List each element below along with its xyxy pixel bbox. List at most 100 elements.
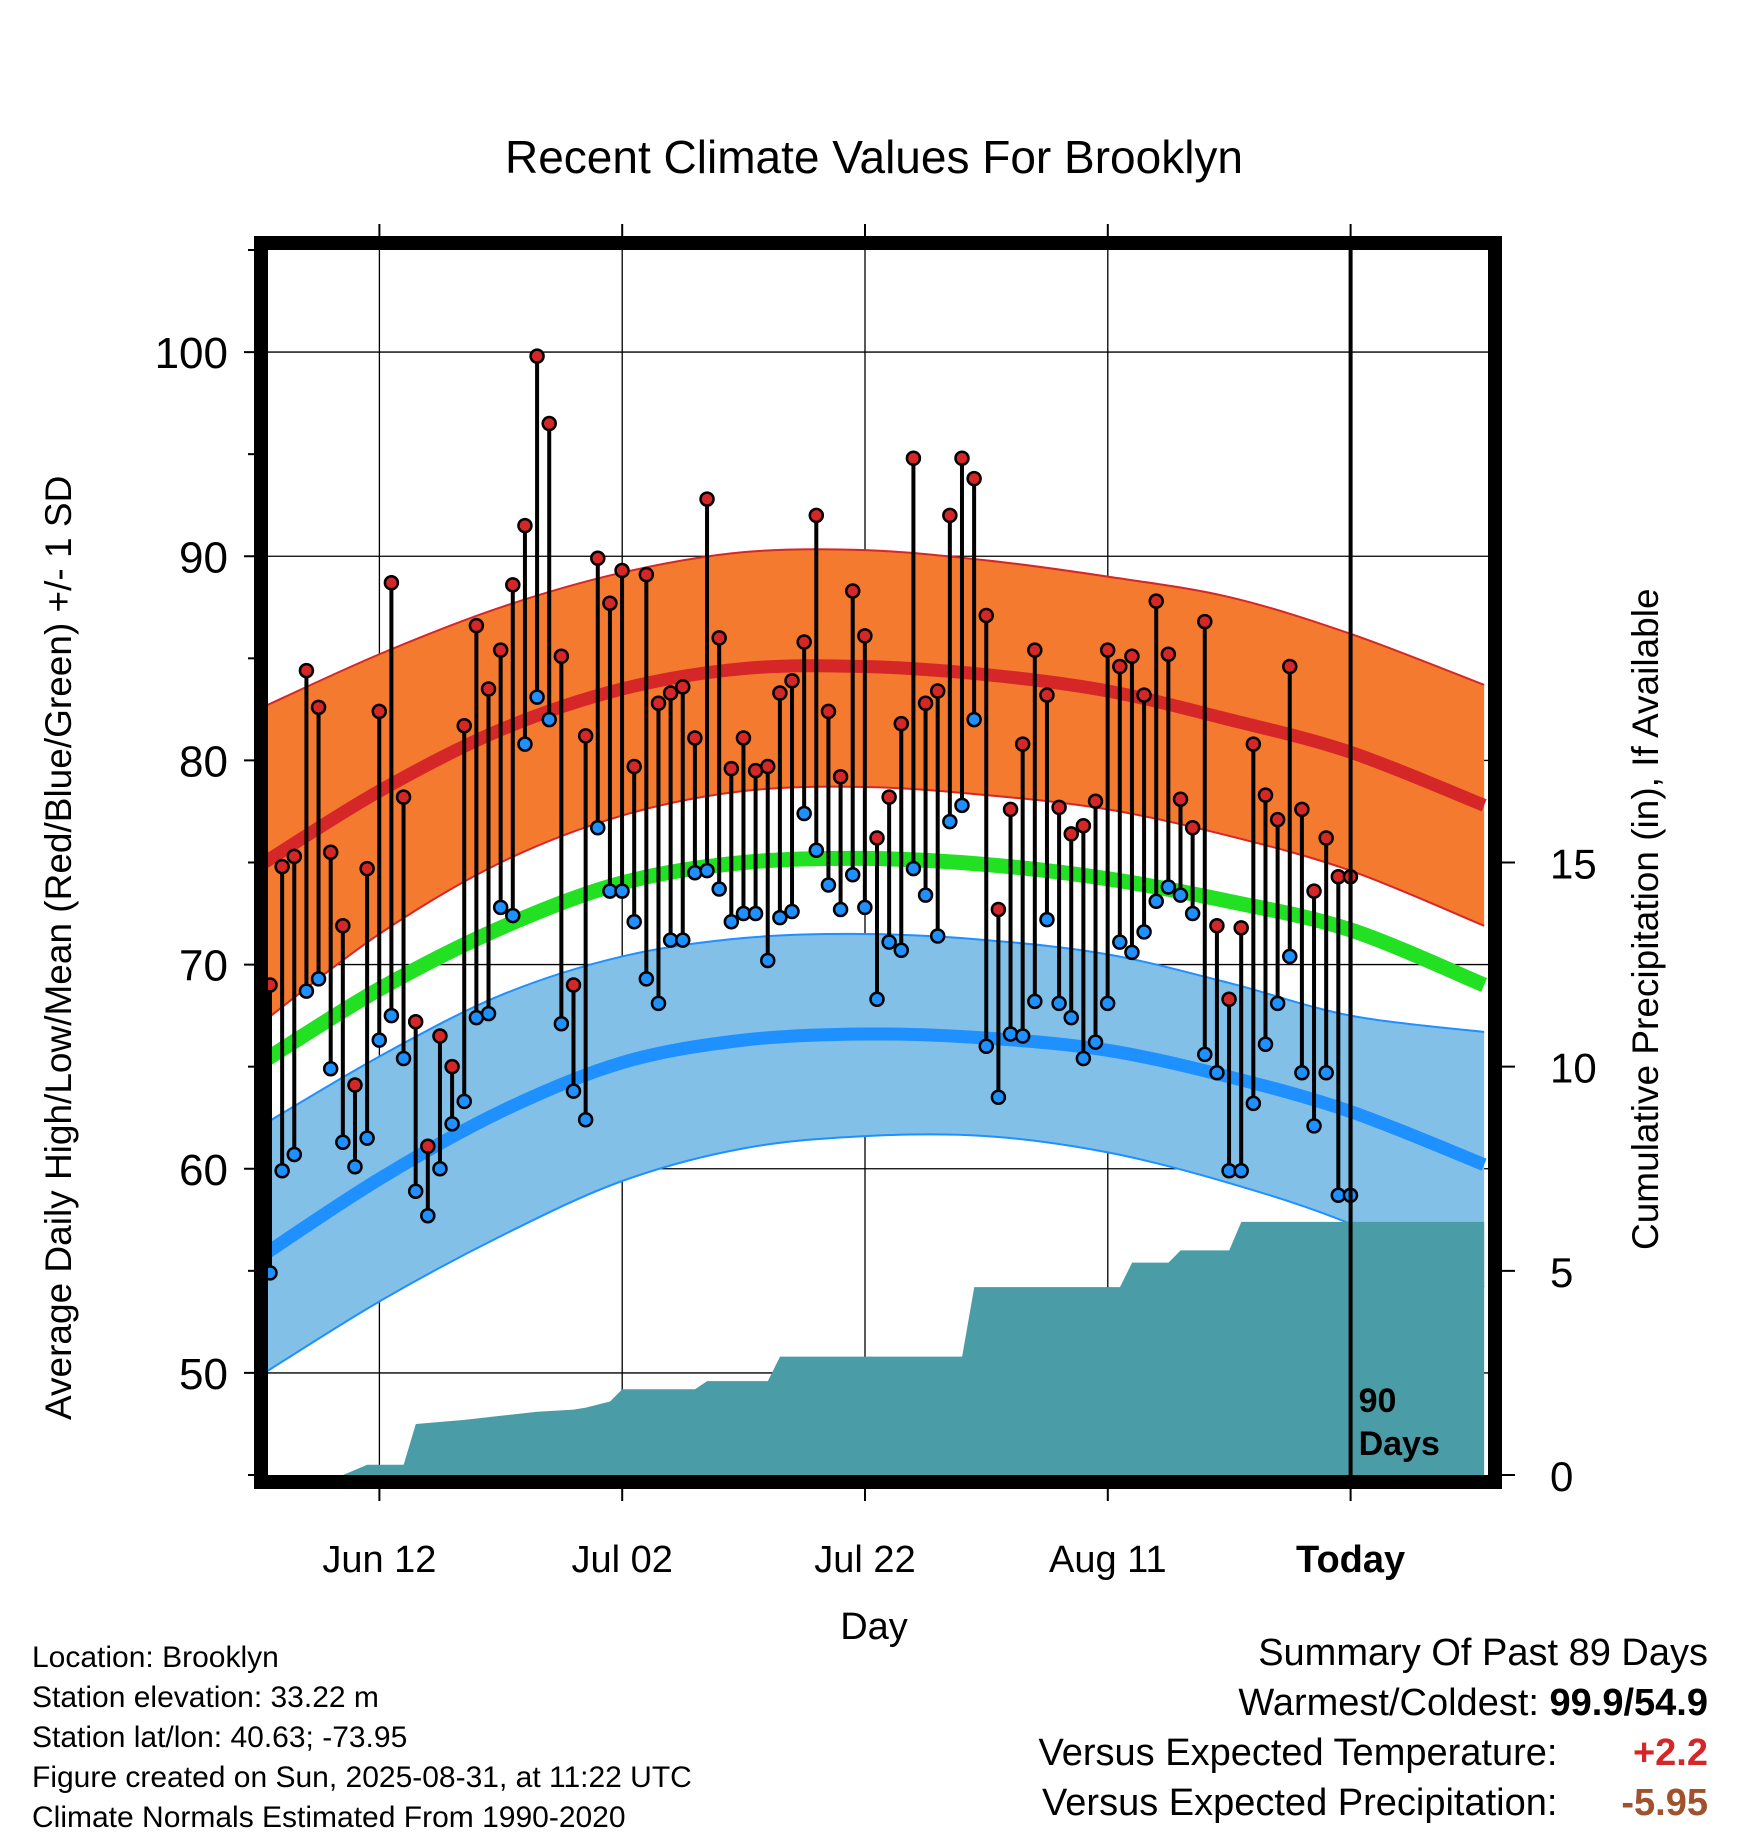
summary-warmest-row: Warmest/Coldest: 99.9/54.9 bbox=[1039, 1678, 1708, 1728]
low-temp-point bbox=[541, 711, 557, 728]
high-temp-point bbox=[1257, 787, 1274, 803]
high-temp-point bbox=[335, 918, 351, 934]
low-temp-point bbox=[322, 1060, 339, 1077]
low-temp-point bbox=[395, 1050, 412, 1067]
low-temp-point bbox=[990, 1089, 1007, 1106]
high-temp-point bbox=[529, 348, 545, 364]
x-tick-label: Jul 22 bbox=[814, 1539, 915, 1581]
x-axis-label: Day bbox=[840, 1606, 908, 1648]
info-created: Figure created on Sun, 2025-08-31, at 11… bbox=[32, 1761, 692, 1794]
low-temp-point bbox=[1148, 893, 1164, 910]
high-temp-point bbox=[359, 860, 375, 877]
high-temp-point bbox=[796, 634, 812, 650]
high-temp-point bbox=[1221, 991, 1237, 1008]
warmest-value: 99.9/54.9 bbox=[1549, 1682, 1708, 1724]
high-temp-point bbox=[978, 607, 995, 624]
high-temp-point bbox=[395, 789, 412, 805]
low-temp-point bbox=[881, 934, 897, 950]
low-temp-point bbox=[784, 903, 800, 920]
low-temp-point bbox=[1306, 1118, 1322, 1134]
low-temp-point bbox=[359, 1130, 375, 1146]
low-temp-point bbox=[1318, 1065, 1334, 1081]
low-temp-point bbox=[942, 813, 958, 830]
low-temp-point bbox=[857, 899, 873, 916]
info-elevation: Station elevation: 33.22 m bbox=[32, 1681, 379, 1714]
y2-tick-label: 5 bbox=[1550, 1249, 1573, 1296]
high-temp-point bbox=[1063, 826, 1079, 842]
days-label-text: Days bbox=[1359, 1425, 1440, 1463]
summary-panel: Summary Of Past 89 Days Warmest/Coldest:… bbox=[1039, 1628, 1708, 1828]
high-temp-point bbox=[954, 450, 970, 466]
warmest-label: Warmest/Coldest: bbox=[1238, 1682, 1539, 1724]
high-temp-point bbox=[1172, 791, 1189, 807]
high-temp-point bbox=[1209, 918, 1225, 934]
high-temp-point bbox=[1124, 648, 1140, 665]
precip-cumulative-area bbox=[258, 1221, 1485, 1475]
y-axis-label: Average Daily High/Low/Mean (Red/Blue/Gr… bbox=[38, 475, 79, 1420]
low-temp-point bbox=[1257, 1036, 1274, 1052]
y2-tick-label: 0 bbox=[1550, 1453, 1573, 1500]
high-temp-point bbox=[1318, 830, 1334, 846]
low-temp-point bbox=[456, 1093, 472, 1110]
low-temp-point bbox=[650, 995, 667, 1012]
low-temp-point bbox=[796, 805, 812, 822]
low-temp-point bbox=[529, 689, 545, 705]
low-temp-point bbox=[420, 1207, 436, 1224]
low-temp-point bbox=[1051, 995, 1067, 1012]
temp-anomaly-label: Versus Expected Temperature: bbox=[1038, 1732, 1558, 1774]
high-temp-point bbox=[638, 566, 655, 583]
low-temp-point bbox=[1063, 1009, 1079, 1026]
info-latlon: Station lat/lon: 40.63; -73.95 bbox=[32, 1721, 408, 1754]
summary-heading: Summary Of Past 89 Days bbox=[1258, 1632, 1708, 1674]
x-tick-label: Jul 02 bbox=[571, 1539, 672, 1581]
low-temp-point bbox=[869, 991, 885, 1008]
high-temp-point bbox=[1136, 687, 1152, 703]
high-temp-point bbox=[383, 575, 400, 591]
high-temp-point bbox=[784, 673, 800, 689]
low-temp-point bbox=[1269, 995, 1286, 1012]
tick-labels: 50 60 70 80 90 100 0 5 10 15 Jun 12 Jul 02 Jul 22 Aug… bbox=[155, 329, 1597, 1581]
high-temp-point bbox=[1306, 883, 1322, 899]
low-temp-point bbox=[1294, 1065, 1310, 1081]
high-temp-point bbox=[1160, 646, 1177, 662]
high-temp-point bbox=[772, 685, 788, 701]
low-temp-point bbox=[1160, 879, 1177, 895]
high-temp-point bbox=[1233, 920, 1249, 936]
low-temp-point bbox=[747, 905, 764, 922]
daily-range-bars bbox=[268, 356, 1353, 1273]
low-temp-point bbox=[492, 899, 509, 916]
high-temp-point bbox=[881, 789, 897, 805]
low-temp-point bbox=[383, 1007, 400, 1024]
high-temp-point bbox=[347, 1077, 363, 1093]
y-tick-label: 80 bbox=[179, 737, 228, 786]
high-temp-point bbox=[286, 848, 303, 865]
high-temp-point bbox=[675, 679, 691, 695]
low-temp-point bbox=[1209, 1065, 1225, 1081]
low-temp-point bbox=[1087, 1034, 1104, 1050]
high-temp-point bbox=[917, 695, 934, 711]
high-temp-point bbox=[1245, 736, 1262, 752]
high-temp-point bbox=[371, 703, 388, 720]
y2-tick-label: 15 bbox=[1550, 841, 1597, 888]
low-temp-point bbox=[626, 913, 642, 930]
low-temp-point bbox=[1233, 1163, 1249, 1179]
high-temp-point bbox=[322, 844, 339, 861]
low-temp-point bbox=[577, 1112, 594, 1128]
low-temp-point bbox=[1075, 1050, 1092, 1067]
high-temp-point bbox=[1197, 613, 1213, 630]
high-temp-point bbox=[480, 681, 497, 697]
high-temp-point bbox=[942, 507, 958, 524]
precipitation-area bbox=[258, 1221, 1485, 1475]
high-temp-point bbox=[687, 730, 703, 746]
high-temp-point bbox=[517, 517, 533, 534]
low-temp-point bbox=[298, 983, 315, 999]
low-temp-point bbox=[517, 736, 533, 752]
low-temp-point bbox=[335, 1134, 351, 1150]
low-temp-point bbox=[687, 864, 703, 881]
high-temp-point bbox=[1087, 793, 1104, 809]
high-temp-point bbox=[565, 977, 582, 993]
y-tick-label: 60 bbox=[179, 1146, 228, 1195]
low-temp-point bbox=[274, 1163, 290, 1179]
high-temp-point bbox=[844, 583, 861, 599]
high-temp-point bbox=[929, 683, 946, 699]
